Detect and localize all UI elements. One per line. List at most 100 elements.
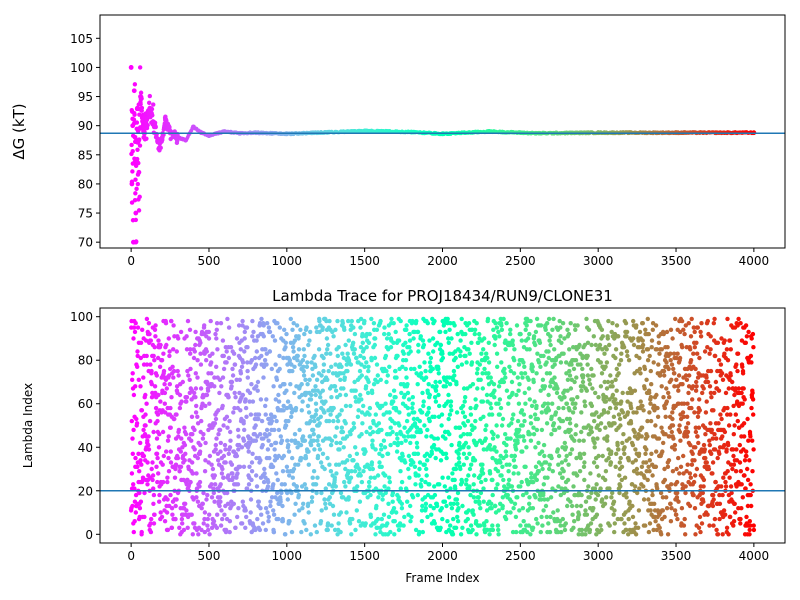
lambda-point [223, 527, 229, 533]
lambda-point [571, 366, 577, 372]
lambda-point [663, 414, 668, 419]
lambda-point [185, 525, 190, 530]
lambda-point [332, 384, 338, 389]
lambda-point [537, 340, 543, 345]
lambda-point [195, 499, 201, 504]
lambda-point [250, 334, 255, 339]
lambda-point [306, 510, 311, 515]
lambda-point [281, 408, 286, 413]
lambda-point [260, 442, 265, 448]
lambda-point [286, 449, 292, 454]
lambda-point [171, 323, 176, 328]
lambda-point [512, 347, 517, 352]
lambda-point [365, 390, 371, 396]
lambda-point [541, 490, 546, 496]
lambda-point [199, 527, 204, 533]
dg-point [135, 181, 141, 187]
lambda-point [495, 469, 501, 474]
lambda-point [603, 477, 608, 483]
lambda-point [191, 355, 197, 361]
lambda-point [622, 475, 628, 480]
lambda-point [511, 506, 516, 511]
lambda-point [655, 405, 660, 411]
lambda-point [207, 453, 213, 459]
lambda-point [432, 492, 438, 498]
lambda-point [212, 421, 218, 426]
lambda-point [148, 338, 153, 343]
lambda-point [701, 386, 706, 391]
lambda-point [235, 514, 240, 520]
lambda-point [338, 377, 343, 382]
lambda-point [528, 318, 533, 324]
lambda-point [200, 501, 205, 506]
lambda-point [264, 362, 269, 367]
lambda-point [303, 455, 309, 461]
lambda-point [366, 368, 371, 374]
lambda-point [165, 475, 170, 480]
x-tick-label: 2000 [427, 254, 458, 268]
lambda-point [585, 340, 591, 345]
lambda-point [650, 492, 655, 498]
lambda-point [474, 532, 479, 537]
lambda-point [401, 351, 406, 356]
lambda-point [696, 440, 701, 446]
dg-point [133, 177, 138, 182]
lambda-point [616, 447, 621, 452]
lambda-chart-title: Lambda Trace for PROJ18434/RUN9/CLONE31 [272, 287, 613, 305]
lambda-point [383, 353, 389, 359]
lambda-point [386, 501, 391, 506]
lambda-point [316, 347, 322, 352]
lambda-point [566, 462, 571, 467]
lambda-point [546, 355, 551, 361]
lambda-point [273, 397, 278, 402]
lambda-point [205, 388, 211, 393]
lambda-point [527, 347, 532, 352]
lambda-point [440, 516, 445, 522]
lambda-point [574, 455, 579, 461]
lambda-point [330, 329, 335, 335]
lambda-point [422, 423, 427, 428]
lambda-point [310, 475, 315, 480]
lambda-point [692, 410, 697, 415]
lambda-point [431, 349, 436, 354]
lambda-point [676, 455, 681, 461]
lambda-point [698, 529, 703, 535]
lambda-point [705, 512, 710, 517]
lambda-point [587, 382, 593, 387]
lambda-point [202, 510, 208, 515]
lambda-point [520, 449, 525, 454]
lambda-point [624, 334, 629, 339]
lambda-point [305, 403, 311, 409]
lambda-point [660, 495, 666, 500]
lambda-point [567, 368, 572, 374]
lambda-point [554, 390, 560, 396]
lambda-point [436, 392, 441, 398]
lambda-point [305, 360, 310, 365]
lambda-point [516, 362, 522, 367]
lambda-point [520, 506, 526, 511]
lambda-point [225, 425, 230, 430]
x-tick-label: 2500 [505, 254, 536, 268]
lambda-point [611, 414, 617, 419]
lambda-point [440, 351, 445, 356]
lambda-point [495, 364, 500, 369]
lambda-point [213, 416, 219, 422]
lambda-point [688, 347, 693, 352]
lambda-point [204, 349, 209, 354]
lambda-point [498, 405, 504, 411]
lambda-point [580, 379, 586, 385]
lambda-point [193, 342, 198, 348]
lambda-point [524, 323, 529, 328]
lambda-point [367, 412, 372, 417]
lambda-point [135, 464, 140, 469]
lambda-point [647, 353, 652, 359]
lambda-point [189, 512, 194, 517]
lambda-point [474, 321, 479, 326]
lambda-point [559, 340, 564, 345]
lambda-point [660, 508, 665, 513]
lambda-point [546, 392, 551, 398]
lambda-point [259, 353, 264, 359]
lambda-point [617, 362, 622, 367]
lambda-point [499, 423, 505, 428]
lambda-point [688, 334, 694, 339]
